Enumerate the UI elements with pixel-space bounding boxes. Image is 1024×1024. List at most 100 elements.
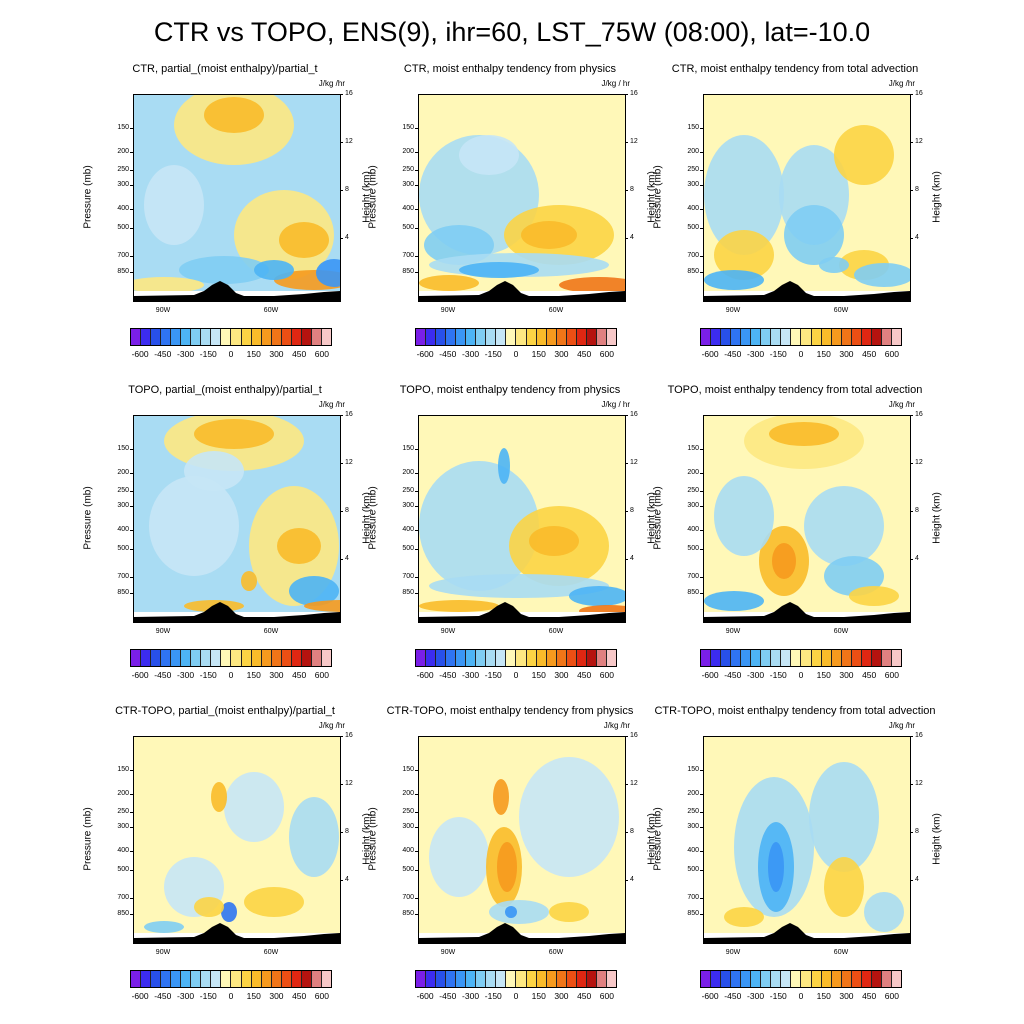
terrain-andes (419, 602, 625, 622)
pressure-tick-mark (130, 593, 133, 595)
colorbar-labels: -600 -450 -300 -150 0 150 300 450 600 (415, 991, 617, 1001)
units-label: J/kg /hr (888, 721, 915, 730)
pressure-tick-mark (130, 793, 133, 795)
pressure-tick-mark (700, 255, 703, 257)
pressure-tick-label: 150 (687, 765, 699, 773)
colorbar-swatch (141, 329, 152, 345)
colorbar-label: 300 (554, 991, 569, 1001)
contour-region (809, 762, 879, 872)
longitude-tick-label: 90W (155, 949, 171, 956)
height-tick-label: 4 (630, 554, 634, 562)
contour-region (179, 256, 269, 284)
colorbar-swatch (291, 329, 302, 345)
colorbar-swatch (711, 650, 722, 666)
height-tick-mark (625, 879, 628, 881)
colorbar-label: 600 (599, 991, 614, 1001)
colorbar-swatch (191, 329, 202, 345)
colorbar-swatch (526, 329, 537, 345)
colorbar-label: 600 (599, 349, 614, 359)
colorbar-swatch (221, 971, 232, 987)
colorbar-swatch (791, 971, 802, 987)
colorbar-swatch (181, 971, 192, 987)
heatmap-svg (134, 737, 340, 943)
colorbar-swatch (211, 329, 222, 345)
colorbar-swatch (586, 971, 597, 987)
colorbar-label: -300 (462, 991, 480, 1001)
pressure-tick-label: 250 (402, 808, 414, 816)
pressure-tick-label: 700 (402, 893, 414, 901)
units-label: J/kg /hr (318, 79, 345, 88)
colorbar-swatch (831, 971, 842, 987)
panel-2: CTR, moist enthalpy tendency from physic… (368, 60, 660, 370)
height-tick-label: 16 (345, 90, 353, 97)
height-tick-label: 8 (345, 827, 349, 835)
pressure-tick-mark (700, 506, 703, 508)
colorbar (700, 328, 902, 346)
contour-region (149, 476, 239, 576)
colorbar-swatch (426, 650, 437, 666)
colorbar-swatch (271, 329, 282, 345)
height-tick-label: 12 (345, 137, 353, 145)
height-tick-mark (625, 783, 628, 785)
colorbar-swatch (701, 650, 712, 666)
colorbar-swatch (486, 329, 497, 345)
pressure-tick-mark (130, 272, 133, 274)
height-tick-label: 8 (345, 185, 349, 193)
pressure-tick-mark (415, 851, 418, 853)
colorbar-label: 450 (577, 349, 592, 359)
colorbar-label: -300 (177, 349, 195, 359)
contour-region (224, 772, 284, 842)
pressure-tick-label: 400 (402, 847, 414, 855)
colorbar-labels: -600 -450 -300 -150 0 150 300 450 600 (130, 991, 332, 1001)
contour-region (144, 165, 204, 245)
height-tick-label: 16 (345, 411, 353, 418)
height-tick-label: 12 (915, 779, 923, 787)
colorbar-swatch (821, 971, 832, 987)
contour-region (184, 451, 244, 491)
colorbar-swatch (321, 329, 331, 345)
pressure-tick-label: 500 (687, 865, 699, 873)
pressure-tick-mark (130, 827, 133, 829)
pressure-tick-label: 200 (117, 468, 129, 476)
colorbar-swatch (526, 650, 537, 666)
pressure-tick-label: 400 (402, 205, 414, 213)
colorbar-swatch (751, 329, 762, 345)
colorbar-swatch (221, 650, 232, 666)
colorbar-swatch (311, 329, 322, 345)
contour-region (497, 842, 517, 892)
colorbar-label: 150 (246, 991, 261, 1001)
pressure-tick-label: 700 (117, 893, 129, 901)
contour-region (316, 259, 340, 287)
colorbar-label: -300 (747, 349, 765, 359)
contour-region (459, 135, 519, 175)
height-tick-label: 8 (630, 506, 634, 514)
contour-region (505, 906, 517, 918)
colorbar-swatch (151, 329, 162, 345)
units-label: J/kg /hr (603, 721, 630, 730)
colorbar-label: 0 (513, 670, 519, 680)
colorbar-swatch (606, 650, 616, 666)
height-tick-label: 16 (630, 411, 638, 418)
colorbar-swatch (496, 650, 507, 666)
colorbar-swatch (181, 329, 192, 345)
panel-9: CTR-TOPO, moist enthalpy tendency from t… (653, 702, 945, 1012)
contour-region (521, 221, 577, 249)
height-tick-label: 16 (630, 732, 638, 739)
colorbar-label: -450 (439, 991, 457, 1001)
colorbar-label: 150 (531, 991, 546, 1001)
longitude-tick-label: 60W (833, 949, 849, 956)
colorbar-swatch (191, 650, 202, 666)
contour-region (714, 230, 774, 280)
pressure-tick-label: 250 (117, 808, 129, 816)
height-tick-label: 4 (345, 554, 349, 562)
height-tick-label: 8 (630, 185, 634, 193)
colorbar-swatch (416, 650, 427, 666)
colorbar-swatch (771, 650, 782, 666)
colorbar-swatch (701, 329, 712, 345)
pressure-tick-label: 300 (117, 502, 129, 510)
cross-section-plot (703, 736, 911, 944)
colorbar-swatch (831, 329, 842, 345)
colorbar-swatch (721, 650, 732, 666)
colorbar-swatch (261, 971, 272, 987)
pressure-tick-mark (415, 793, 418, 795)
